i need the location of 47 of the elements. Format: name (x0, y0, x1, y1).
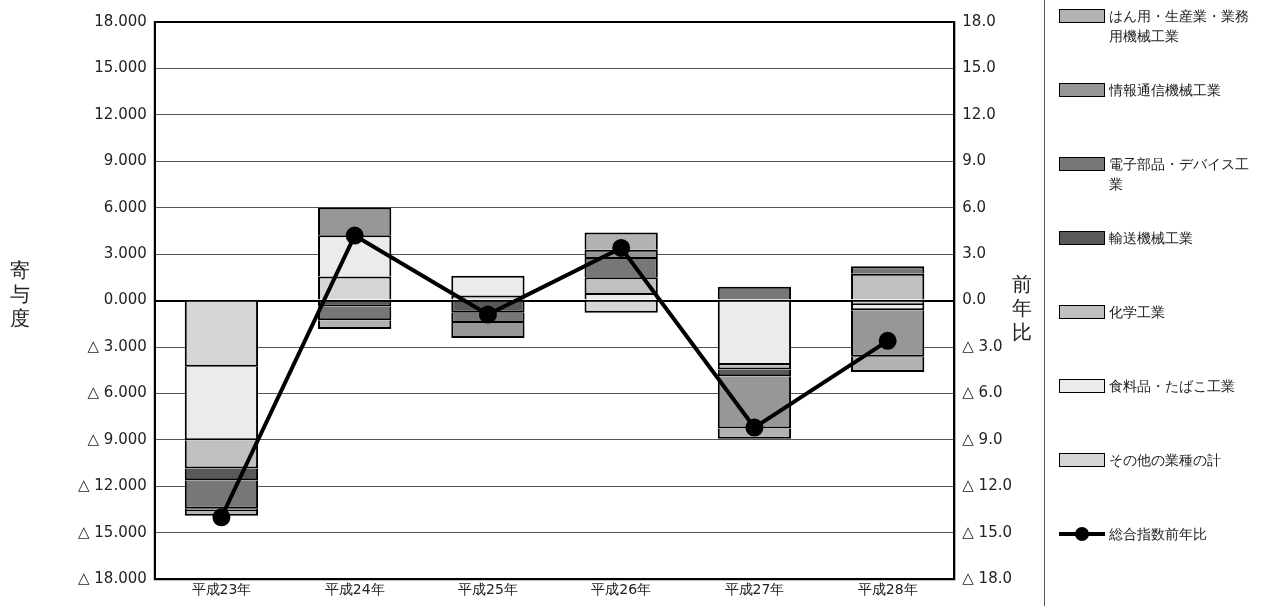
y-tick-label: △ 15.000 (77, 522, 147, 541)
point (612, 238, 631, 257)
y2-tick-label: 12.0 (962, 104, 996, 123)
y-tick-label: △ 9.000 (87, 429, 147, 448)
legend-label: 食料品・たばこ工業 (1109, 377, 1236, 396)
y-tick-label: 12.000 (94, 104, 147, 123)
legend-label: その他の業種の計 (1109, 451, 1222, 470)
legend-label: 電子部品・デバイス工業 (1109, 155, 1250, 194)
y-tick-label: △ 18.000 (77, 569, 147, 588)
y2-axis-title: 前年比 (1011, 272, 1033, 344)
y-tick-label: 0.000 (103, 290, 147, 309)
y2-tick-label: △ 3.0 (962, 336, 1003, 355)
y2-tick-label: △ 9.0 (962, 429, 1003, 448)
legend-label: はん用・生産業・業務用機械工業 (1109, 7, 1250, 46)
point (478, 305, 497, 324)
x-tick-label: 平成25年 (458, 581, 518, 598)
legend-label: 輸送機械工業 (1109, 229, 1194, 248)
y-tick-label: 9.000 (103, 151, 147, 170)
y-tick-label: △ 6.000 (87, 383, 147, 402)
x-tick-label: 平成28年 (857, 581, 918, 598)
y-tick-label: 3.000 (103, 244, 147, 263)
y2-tick-label: 0.0 (962, 290, 987, 309)
y-tick-label: △ 3.000 (87, 336, 147, 355)
legend-label: 総合指数前年比 (1109, 525, 1208, 544)
point (212, 508, 231, 527)
y-tick-label: 15.000 (94, 58, 147, 77)
point (745, 418, 764, 437)
y2-tick-label: △ 18.0 (962, 569, 1012, 588)
legend-label: 情報通信機械工業 (1109, 81, 1222, 100)
x-tick-label: 平成26年 (591, 581, 652, 598)
x-tick-label: 平成23年 (191, 581, 252, 598)
y2-tick-label: 15.0 (962, 58, 996, 77)
y-axis-title: 寄与度 (9, 258, 31, 330)
y-tick-label: 6.000 (103, 197, 147, 216)
x-tick-label: 平成27年 (724, 581, 785, 598)
legend-label: 化学工業 (1109, 303, 1166, 322)
y2-tick-label: 18.0 (962, 11, 996, 30)
y2-tick-label: △ 12.0 (962, 476, 1012, 495)
y2-tick-label: 6.0 (962, 197, 987, 216)
y2-tick-label: △ 6.0 (962, 383, 1003, 402)
y2-tick-label: △ 15.0 (962, 522, 1012, 541)
y2-tick-label: 9.0 (962, 151, 987, 170)
y-tick-label: △ 12.000 (77, 476, 147, 495)
point (345, 226, 364, 245)
x-tick-label: 平成24年 (324, 581, 385, 598)
y-tick-label: 18.000 (94, 11, 147, 30)
y2-tick-label: 3.0 (962, 244, 987, 263)
